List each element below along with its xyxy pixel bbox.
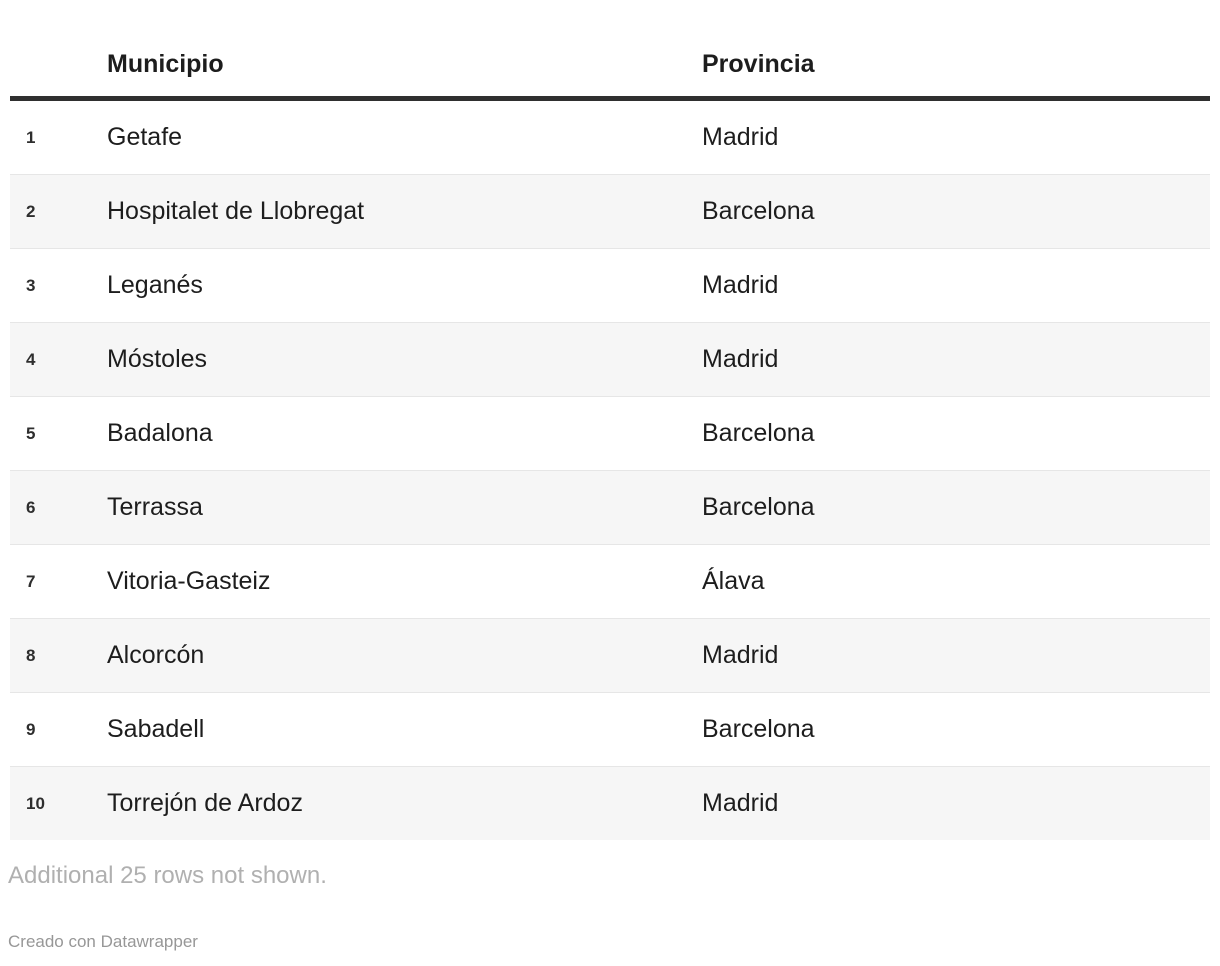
table-row: 5 Badalona Barcelona xyxy=(10,396,1210,471)
row-index-cell: 5 xyxy=(10,396,107,471)
table-row: 10 Torrejón de Ardoz Madrid xyxy=(10,766,1210,840)
municipio-cell: Vitoria-Gasteiz xyxy=(107,544,702,619)
data-table-container: Municipio Provincia 1 Getafe Madrid 2 Hospit… xyxy=(10,0,1210,840)
row-index-cell: 8 xyxy=(10,618,107,693)
table-header-row: Municipio Provincia xyxy=(10,0,1210,101)
datawrapper-attribution: Creado con Datawrapper xyxy=(8,932,198,951)
municipio-cell: Getafe xyxy=(107,98,702,175)
municipio-cell: Leganés xyxy=(107,248,702,323)
municipio-cell: Torrejón de Ardoz xyxy=(107,766,702,840)
municipio-cell: Alcorcón xyxy=(107,618,702,693)
table-header: Municipio Provincia xyxy=(10,0,1210,101)
table-row: 9 Sabadell Barcelona xyxy=(10,692,1210,767)
provincia-cell: Barcelona xyxy=(702,470,1210,545)
municipio-cell: Terrassa xyxy=(107,470,702,545)
provincia-cell: Barcelona xyxy=(702,692,1210,767)
table-row: 1 Getafe Madrid xyxy=(10,98,1210,175)
row-index-cell: 3 xyxy=(10,248,107,323)
footnote-rows-not-shown: Additional 25 rows not shown. xyxy=(8,862,327,889)
column-header-provincia: Provincia xyxy=(702,0,1210,101)
row-index-cell: 4 xyxy=(10,322,107,397)
column-header-index xyxy=(10,0,107,101)
table-row: 6 Terrassa Barcelona xyxy=(10,470,1210,545)
municipio-cell: Móstoles xyxy=(107,322,702,397)
provincia-cell: Álava xyxy=(702,544,1210,619)
municipio-cell: Hospitalet de Llobregat xyxy=(107,174,702,249)
municipio-cell: Badalona xyxy=(107,396,702,471)
row-index-cell: 1 xyxy=(10,98,107,175)
provincia-cell: Madrid xyxy=(702,322,1210,397)
row-index-cell: 9 xyxy=(10,692,107,767)
table-row: 7 Vitoria-Gasteiz Álava xyxy=(10,544,1210,619)
row-index-cell: 2 xyxy=(10,174,107,249)
column-header-municipio: Municipio xyxy=(107,0,702,101)
provincia-cell: Madrid xyxy=(702,618,1210,693)
table-row: 8 Alcorcón Madrid xyxy=(10,618,1210,693)
municipio-cell: Sabadell xyxy=(107,692,702,767)
provincia-cell: Madrid xyxy=(702,98,1210,175)
provincia-cell: Barcelona xyxy=(702,174,1210,249)
table-row: 3 Leganés Madrid xyxy=(10,248,1210,323)
table-row: 2 Hospitalet de Llobregat Barcelona xyxy=(10,174,1210,249)
provincia-cell: Madrid xyxy=(702,248,1210,323)
provincia-cell: Madrid xyxy=(702,766,1210,840)
row-index-cell: 10 xyxy=(10,766,107,840)
data-table: Municipio Provincia 1 Getafe Madrid 2 Hospit… xyxy=(10,0,1210,840)
table-body: 1 Getafe Madrid 2 Hospitalet de Llobregat Bar… xyxy=(10,98,1210,840)
provincia-cell: Barcelona xyxy=(702,396,1210,471)
table-row: 4 Móstoles Madrid xyxy=(10,322,1210,397)
row-index-cell: 7 xyxy=(10,544,107,619)
row-index-cell: 6 xyxy=(10,470,107,545)
